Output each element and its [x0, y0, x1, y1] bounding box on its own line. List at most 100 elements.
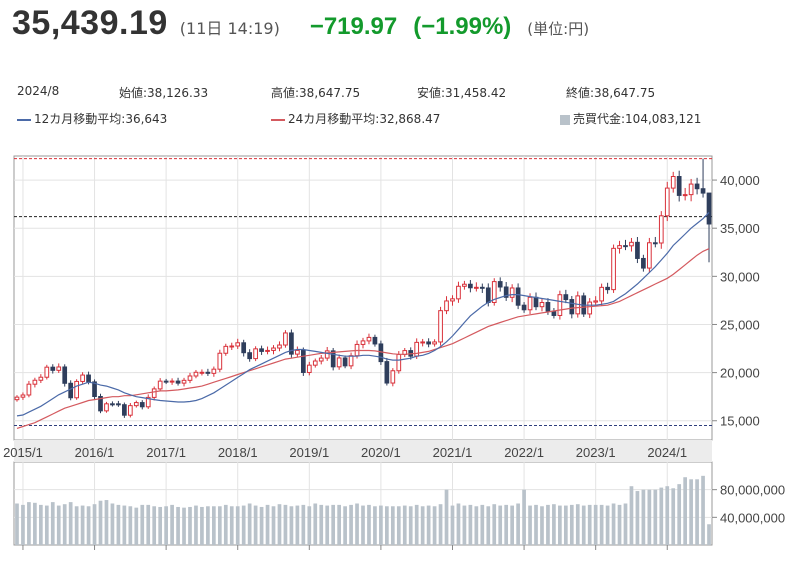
- candle-body: [324, 350, 330, 359]
- candle-body: [68, 382, 74, 399]
- candle-body: [652, 242, 658, 245]
- open-number: 38,126.33: [147, 86, 209, 100]
- candle-body: [587, 301, 593, 315]
- high-label: 高値:: [271, 86, 300, 100]
- candle-body: [133, 402, 139, 407]
- candle-body: [605, 286, 610, 291]
- volume-bar: [301, 504, 306, 545]
- candle-body: [181, 379, 187, 384]
- candle-body: [38, 376, 44, 381]
- volume-bar: [146, 504, 151, 545]
- candle-body: [122, 404, 127, 416]
- candle-body: [694, 183, 700, 190]
- candle-body: [623, 245, 628, 248]
- volume-bar: [504, 504, 509, 545]
- volume-bar: [689, 479, 693, 545]
- candle-body: [390, 370, 396, 384]
- ma12-label: 12カ月移動平均:: [34, 112, 126, 126]
- candle-body: [175, 380, 181, 384]
- candle-body: [372, 336, 378, 345]
- volume-bar: [15, 503, 19, 545]
- volume-bar: [313, 503, 318, 545]
- ma12-swatch: [17, 118, 31, 121]
- volume-bar: [569, 504, 574, 545]
- price-change: −719.97: [309, 13, 398, 40]
- volume-bar: [683, 477, 688, 545]
- volume-bar: [468, 504, 473, 545]
- volume-bars: [15, 475, 711, 545]
- volume-bar: [206, 506, 210, 545]
- high-value: 高値:38,647.75: [271, 84, 360, 101]
- volume-bar: [516, 503, 520, 545]
- candle-body: [569, 299, 575, 315]
- volume-bar: [116, 504, 121, 545]
- candle-body: [98, 396, 103, 412]
- candle-body: [700, 188, 706, 194]
- volume-bar: [307, 506, 312, 545]
- volume-bar: [62, 504, 67, 545]
- candle-body: [664, 187, 670, 217]
- volume-bar: [343, 506, 347, 545]
- candle-body: [265, 349, 270, 352]
- candle-body: [497, 281, 503, 288]
- volume-bar: [522, 489, 526, 545]
- candle-body: [241, 342, 247, 354]
- x-tick-label: 2018/1: [218, 445, 258, 460]
- candle-body: [378, 343, 384, 363]
- x-tick-label: 2023/1: [576, 445, 616, 460]
- candle-body: [157, 380, 163, 390]
- volume-bar: [385, 506, 389, 545]
- y-tick-label: 35,000: [720, 221, 760, 236]
- volume-tick-label: 80,000,000: [720, 483, 785, 498]
- volume-bar: [396, 506, 401, 545]
- volume-bar: [707, 524, 711, 545]
- volume-bar: [217, 506, 222, 545]
- candle-body: [14, 396, 20, 401]
- volume-bar: [68, 502, 73, 545]
- volume-bar: [450, 505, 455, 545]
- volume-swatch: [560, 114, 570, 125]
- volume-bar: [104, 500, 109, 545]
- y-axis-labels: 15,000 20,000 25,000 30,000 35,000 40,000 40,0…: [712, 173, 785, 525]
- candle-body: [151, 388, 157, 398]
- ma12-legend: 12カ月移動平均:36,643: [17, 110, 167, 127]
- candle-body: [277, 344, 282, 349]
- open-value: 始値:38,126.33: [119, 84, 208, 101]
- x-tick-label: 2022/1: [504, 445, 544, 460]
- volume-bar: [182, 507, 186, 545]
- candle-body: [426, 341, 431, 345]
- volume-bar: [33, 502, 37, 545]
- candle-body: [217, 352, 223, 370]
- quote-time: (11日 14:19): [179, 19, 280, 38]
- ma24-label: 24カ月移動平均:: [288, 112, 380, 126]
- candle-body: [80, 374, 85, 382]
- volume-bar: [259, 506, 264, 545]
- volume-bar: [170, 504, 174, 545]
- candle-body: [468, 283, 473, 289]
- candle-body: [20, 394, 26, 398]
- period-label: 2024/8: [17, 84, 60, 98]
- y-tick-label: 15,000: [720, 414, 760, 429]
- close-number: 38,647.75: [594, 86, 656, 100]
- volume-legend: 売買代金:104,083,121: [560, 110, 701, 127]
- volume-bar: [50, 502, 55, 545]
- volume-bar: [212, 506, 216, 545]
- candle-body: [533, 296, 539, 308]
- candle-body: [635, 241, 640, 259]
- volume-bar: [92, 504, 97, 545]
- volume-bar: [647, 489, 652, 545]
- candle-body: [509, 287, 515, 298]
- volume-bar: [623, 503, 628, 545]
- candle-body: [163, 380, 169, 383]
- volume-bar: [253, 505, 258, 545]
- close-value: 終値:38,647.75: [566, 84, 655, 101]
- candle-body: [199, 371, 205, 374]
- candle-body: [56, 366, 62, 371]
- y-tick-label: 25,000: [720, 317, 760, 332]
- candle-body: [676, 176, 682, 196]
- candle-body: [360, 340, 366, 345]
- candle-body: [193, 371, 199, 377]
- candle-body: [485, 287, 491, 303]
- candle-body: [342, 357, 348, 367]
